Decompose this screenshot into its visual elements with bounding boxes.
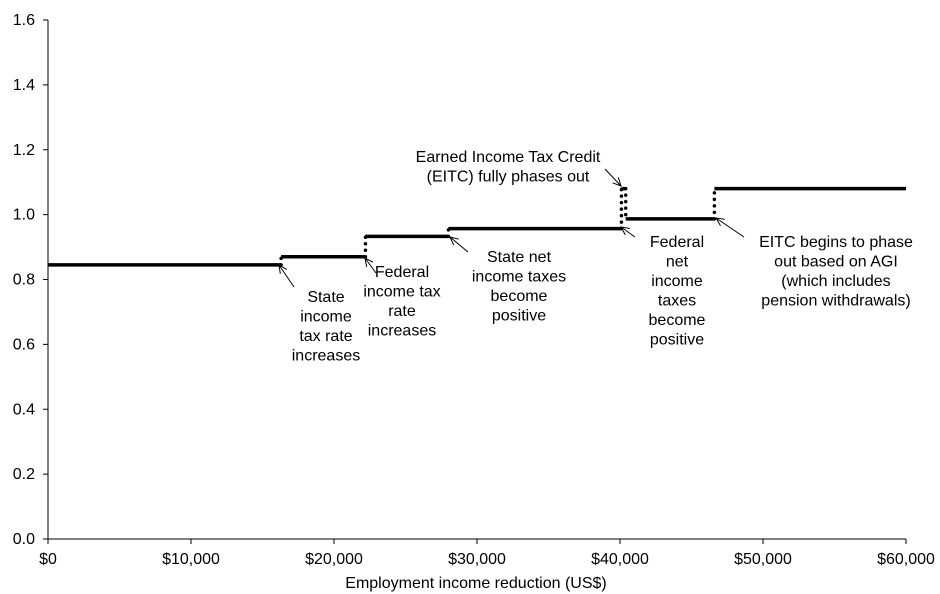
annotation-arrow [620, 226, 636, 238]
x-tick-label: $10,000 [162, 551, 220, 568]
annotation-state-tax-rate: State income tax rate increases [278, 264, 360, 365]
annotations: State income tax rate increases Federal incom… [278, 149, 913, 365]
x-tick-label: $40,000 [591, 551, 649, 568]
annotation-text-line: Federal [375, 264, 429, 281]
x-tick-label: $50,000 [734, 551, 792, 568]
x-tick-label: $30,000 [448, 551, 506, 568]
annotation-text-line: increases [292, 348, 360, 365]
y-tick-label: 1.6 [13, 12, 35, 29]
y-tick-label: 0.8 [13, 272, 35, 289]
y-tick-label: 0.0 [13, 531, 35, 548]
x-axis-title: Employment income reduction (US$) [345, 575, 606, 592]
annotation-arrowhead [620, 226, 630, 236]
annotation-arrowhead [612, 177, 622, 187]
annotation-arrow [449, 236, 469, 253]
y-tick-label: 0.6 [13, 336, 35, 353]
annotation-eitc-begins: EITC begins to phase out based on AGI (whi… [715, 217, 913, 310]
annotation-text-line: out based on AGI [774, 254, 898, 271]
annotation-arrowhead [449, 236, 459, 246]
annotation-arrow [278, 264, 295, 288]
y-tick-label: 1.2 [13, 142, 35, 159]
annotation-arrow [604, 168, 622, 187]
y-tick-label: 0.4 [13, 401, 35, 418]
annotation-text-line: (EITC) fully phases out [427, 169, 590, 186]
annotation-text-line: State [307, 289, 344, 306]
x-tick-label: $0 [39, 551, 57, 568]
annotation-text-line: (which includes [781, 273, 890, 290]
annotation-text-line: State net [487, 249, 552, 266]
annotation-text-line: Federal [650, 234, 704, 251]
data-marks [48, 186, 906, 267]
y-tick-label: 1.4 [13, 77, 35, 94]
annotation-text-line: EITC begins to phase [759, 234, 913, 251]
annotation-state-net-taxes: State net income taxes become positive [449, 236, 566, 325]
annotation-text-line: net [666, 254, 689, 271]
annotation-text-line: increases [368, 323, 436, 340]
annotation-federal-net-taxes: Federal net income taxes become positive [620, 226, 706, 349]
annotation-text-line: positive [492, 308, 546, 325]
x-tick-label: $60,000 [877, 551, 935, 568]
annotation-text-line: positive [650, 332, 704, 349]
annotation-eitc-phase-out: Earned Income Tax Credit (EITC) fully pha… [416, 149, 622, 187]
annotation-arrowhead [364, 257, 374, 267]
annotation-federal-tax-rate: Federal income tax rate increases [363, 257, 441, 340]
y-tick-label: 0.2 [13, 466, 35, 483]
annotation-arrow [715, 217, 745, 238]
annotation-text-line: pension withdrawals) [761, 293, 910, 310]
annotation-text-line: income tax [363, 284, 440, 301]
annotation-text-line: rate [388, 303, 416, 320]
annotation-arrowhead [278, 264, 288, 274]
axes: 0.0 0.2 0.4 0.6 0.8 1.0 1.2 1.4 1.6 $0 $10,000 $20,… [13, 12, 935, 568]
annotation-text-line: become [491, 288, 548, 305]
annotation-text-line: taxes [658, 293, 696, 310]
annotation-arrowhead [715, 217, 725, 227]
annotation-text-line: Earned Income Tax Credit [416, 149, 601, 166]
annotation-text-line: income [651, 273, 703, 290]
annotation-text-line: income [300, 309, 352, 326]
annotation-text-line: tax rate [299, 328, 352, 345]
annotation-arrow [364, 257, 377, 274]
annotation-text-line: become [649, 312, 706, 329]
y-tick-label: 1.0 [13, 207, 35, 224]
annotation-text-line: income taxes [472, 269, 566, 286]
x-tick-label: $20,000 [305, 551, 363, 568]
